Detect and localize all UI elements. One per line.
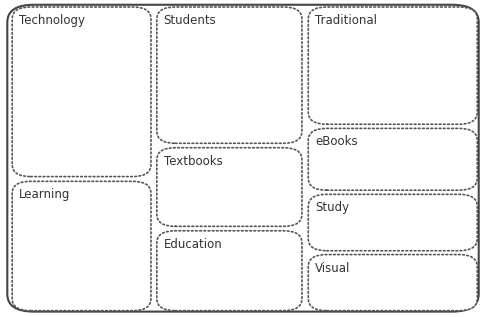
FancyBboxPatch shape [157, 7, 302, 143]
FancyBboxPatch shape [157, 231, 302, 311]
Text: Visual: Visual [315, 262, 351, 275]
FancyBboxPatch shape [7, 5, 479, 312]
FancyBboxPatch shape [308, 194, 477, 251]
FancyBboxPatch shape [157, 148, 302, 226]
Text: Study: Study [315, 201, 349, 214]
Text: Traditional: Traditional [315, 14, 377, 27]
Text: Students: Students [164, 14, 216, 27]
FancyBboxPatch shape [12, 181, 151, 311]
Text: Learning: Learning [19, 188, 70, 201]
Text: Education: Education [164, 238, 223, 251]
FancyBboxPatch shape [308, 255, 477, 311]
FancyBboxPatch shape [308, 128, 477, 190]
Text: eBooks: eBooks [315, 135, 358, 148]
FancyBboxPatch shape [308, 7, 477, 124]
FancyBboxPatch shape [12, 7, 151, 177]
Text: Textbooks: Textbooks [164, 155, 223, 168]
Text: Technology: Technology [19, 14, 85, 27]
